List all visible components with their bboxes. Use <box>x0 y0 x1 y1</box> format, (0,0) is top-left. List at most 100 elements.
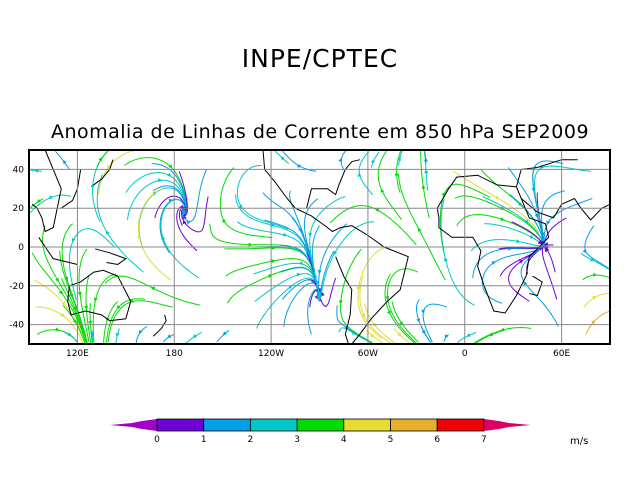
colorbar-label: 4 <box>341 435 347 445</box>
arrow-icon <box>592 296 597 300</box>
arrow-icon <box>72 306 77 311</box>
arrow-icon <box>545 247 550 253</box>
coastline <box>152 314 167 337</box>
arrow-icon <box>344 325 349 330</box>
arrow-icon <box>495 195 500 200</box>
longitude-labels: 120E 180 120W 60W 0 60E <box>66 349 570 359</box>
streamline <box>398 173 446 281</box>
arrow-icon <box>361 313 366 318</box>
lon-label: 120E <box>66 349 89 359</box>
map-frame <box>28 149 611 345</box>
streamline <box>135 326 148 344</box>
coastline <box>335 256 353 345</box>
streamline <box>474 329 504 345</box>
coastline <box>93 159 114 186</box>
streamline <box>391 301 419 343</box>
streamline <box>580 252 609 270</box>
streamline <box>384 273 415 344</box>
arrow-icon <box>374 208 380 213</box>
arrow-icon <box>385 295 390 301</box>
colorbar-swatch <box>436 418 485 432</box>
arrow-icon <box>397 332 402 337</box>
map-title: Anomalia de Linhas de Corrente em 850 hP… <box>50 121 590 143</box>
lat-label: -40 <box>9 321 24 331</box>
units-label: m/s <box>570 436 588 447</box>
grid-lines <box>29 150 610 344</box>
arrow-icon <box>424 157 428 162</box>
colorbar-high-extension <box>483 419 531 431</box>
colorbar-label: 1 <box>201 435 207 445</box>
lat-label: 40 <box>13 165 25 175</box>
arrow-icon <box>518 259 524 264</box>
arrow-icon <box>138 329 143 335</box>
lon-label: 0 <box>462 349 468 359</box>
streamline <box>317 221 375 300</box>
arrow-icon <box>137 234 142 239</box>
streamline <box>29 198 44 209</box>
lat-label: 20 <box>13 204 25 214</box>
streamline <box>97 149 137 195</box>
colorbar-label: 2 <box>248 435 254 445</box>
arrow-icon <box>296 272 302 277</box>
arrow-icon <box>590 257 595 262</box>
colorbar-swatch <box>203 418 251 432</box>
arrow-icon <box>105 230 110 235</box>
arrow-icon <box>116 304 121 310</box>
streamline <box>541 198 593 247</box>
arrow-icon <box>90 183 95 188</box>
arrow-icon <box>248 242 253 247</box>
arrow-icon <box>152 191 158 196</box>
arrow-icon <box>296 164 302 169</box>
streamline <box>54 150 70 170</box>
streamline <box>484 223 546 248</box>
coastline <box>529 275 543 297</box>
streamline <box>236 165 289 230</box>
arrow-icon <box>71 237 76 243</box>
arrow-icon <box>417 227 422 232</box>
arrow-icon <box>421 184 426 189</box>
arrow-icon <box>310 279 315 284</box>
arrow-icon <box>280 156 285 161</box>
streamline <box>358 151 374 195</box>
arrow-icon <box>529 234 534 239</box>
streamline <box>105 298 146 344</box>
arrow-icon <box>168 164 173 169</box>
arrow-icon <box>192 334 197 338</box>
arrow-icon <box>299 260 304 265</box>
arrow-icon <box>84 305 89 310</box>
coastline <box>31 149 62 233</box>
coastline <box>95 248 127 265</box>
colorbar-label: 7 <box>481 435 487 445</box>
streamline <box>96 174 144 273</box>
arrow-icon <box>167 334 172 339</box>
arrow-icon <box>36 198 42 203</box>
arrow-icon <box>150 287 156 291</box>
arrow-icon <box>61 301 66 306</box>
arrow-icon <box>516 239 521 244</box>
arrow-icon <box>333 250 338 256</box>
arrow-icon <box>593 272 598 277</box>
lat-label: -20 <box>9 282 24 292</box>
arrow-icon <box>500 217 505 221</box>
arrow-icon <box>500 327 505 332</box>
streamline <box>582 274 611 281</box>
arrow-icon <box>524 219 529 224</box>
arrow-icon <box>271 259 276 264</box>
colorbar-label: 5 <box>388 435 394 445</box>
arrow-icon <box>582 248 587 254</box>
arrow-icon <box>161 235 166 240</box>
lon-label: 180 <box>166 349 183 359</box>
arrow-icon <box>444 334 449 339</box>
streamlines <box>28 149 611 345</box>
latitude-labels: 40 20 0 -20 -40 <box>9 165 24 330</box>
arrow-icon <box>55 327 60 332</box>
arrow-icon <box>77 291 82 297</box>
lon-label: 120W <box>258 349 284 359</box>
arrow-icon <box>317 269 322 275</box>
colorbar: 0 1 2 3 4 5 6 7 <box>110 418 531 445</box>
arrow-icon <box>98 157 103 162</box>
arrow-icon <box>158 178 163 183</box>
arrow-icon <box>58 290 63 295</box>
coastline <box>38 237 78 265</box>
